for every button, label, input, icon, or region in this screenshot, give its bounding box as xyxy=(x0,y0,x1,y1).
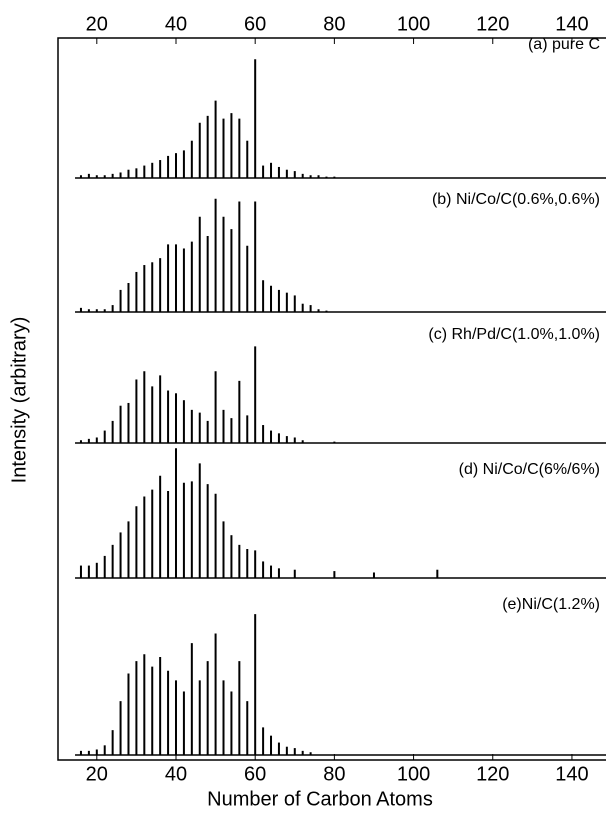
x-tick-label-top: 100 xyxy=(397,13,430,35)
x-tick-label: 120 xyxy=(476,763,509,785)
x-tick-label-top: 20 xyxy=(86,13,108,35)
y-axis-title: Intensity (arbitrary) xyxy=(8,317,30,484)
panel-label: (a) pure C xyxy=(528,36,600,53)
x-tick-label: 40 xyxy=(165,763,187,785)
x-tick-label-top: 140 xyxy=(555,13,588,35)
panel-label: (b) Ni/Co/C(0.6%,0.6%) xyxy=(432,191,600,208)
x-tick-label-top: 60 xyxy=(244,13,266,35)
x-tick-label: 140 xyxy=(555,763,588,785)
x-tick-label: 80 xyxy=(323,763,345,785)
x-tick-label: 60 xyxy=(244,763,266,785)
plot-frame xyxy=(57,37,606,761)
panel-label: (c) Rh/Pd/C(1.0%,1.0%) xyxy=(428,326,600,343)
x-tick-label: 100 xyxy=(397,763,430,785)
x-axis-title: Number of Carbon Atoms xyxy=(207,788,433,810)
panel-label: (e)Ni/C(1.2%) xyxy=(502,596,600,613)
x-tick-label-top: 80 xyxy=(323,13,345,35)
x-tick-label: 20 xyxy=(86,763,108,785)
x-tick-label-top: 40 xyxy=(165,13,187,35)
panel-label: (d) Ni/Co/C(6%/6%) xyxy=(459,461,600,478)
x-tick-label-top: 120 xyxy=(476,13,509,35)
